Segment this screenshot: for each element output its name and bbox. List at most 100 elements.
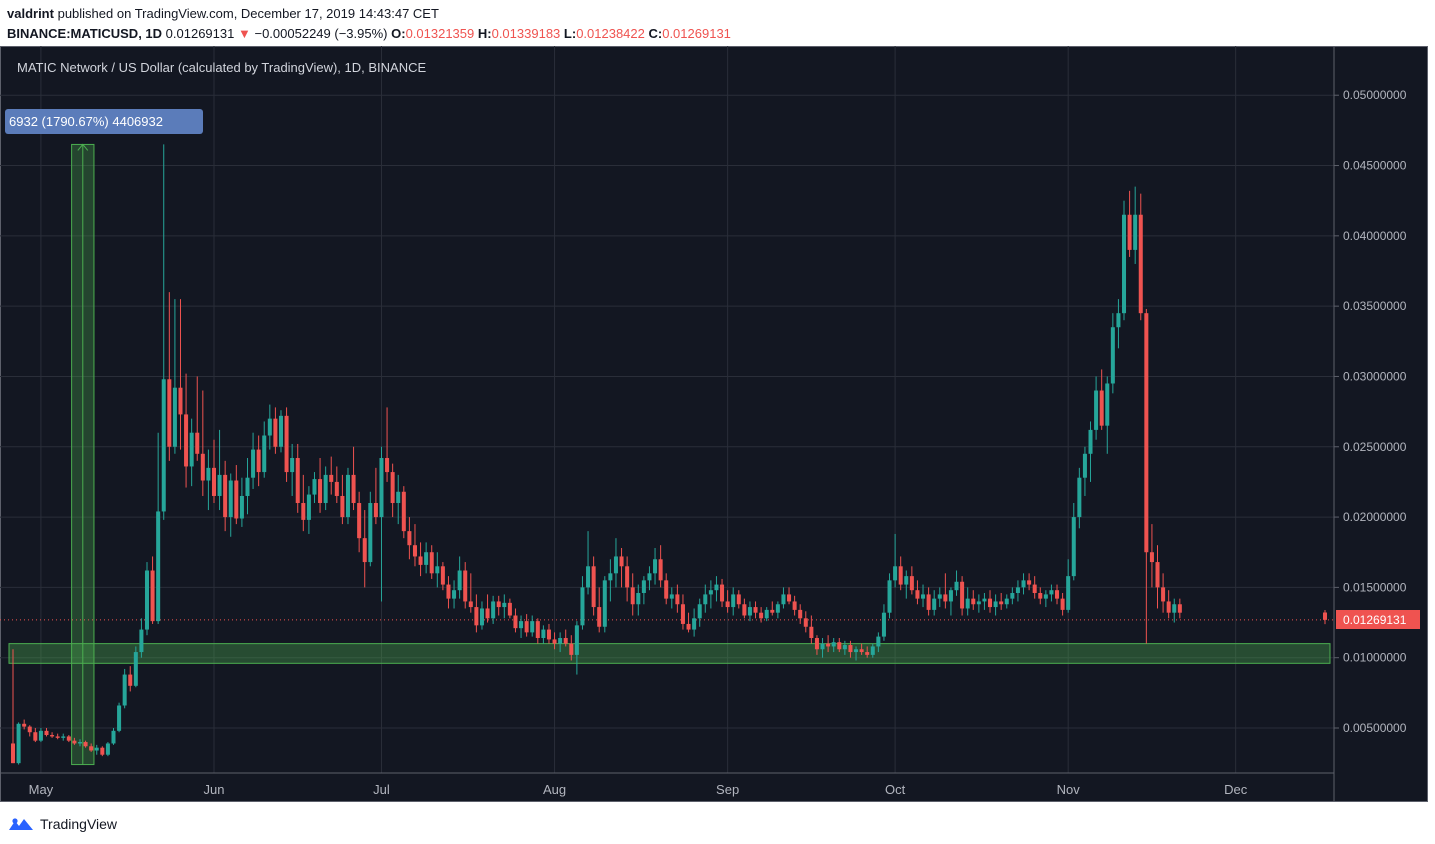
- candle-body: [479, 608, 484, 626]
- candle-body: [1015, 587, 1020, 594]
- candle-body: [675, 594, 680, 605]
- candle-body: [881, 612, 886, 637]
- close-value: 0.01269131: [662, 26, 731, 41]
- candle-body: [826, 643, 831, 647]
- candle-body: [284, 415, 289, 473]
- price-change: −0.00052249 (−3.95%): [254, 26, 388, 41]
- candle-body: [781, 594, 786, 605]
- candle-body: [1110, 327, 1115, 384]
- measure-label[interactable]: 6932 (1790.67%) 4406932: [5, 109, 203, 134]
- candle-body: [1127, 214, 1132, 250]
- candle-body: [988, 598, 993, 608]
- candle-body: [1144, 313, 1149, 553]
- axes: 0.00500000 0.01000000 0.01500000 0.02000000…: [29, 88, 1407, 797]
- candle-body: [541, 629, 546, 639]
- x-tick-label: Jun: [204, 782, 225, 797]
- drawings: [0, 143, 1334, 766]
- candle-body: [658, 559, 663, 581]
- candle-body: [172, 387, 177, 447]
- candle-body: [686, 623, 691, 630]
- candle-body: [764, 609, 769, 619]
- candle-body: [708, 590, 713, 595]
- candle-body: [223, 474, 228, 518]
- candle-body: [122, 674, 127, 706]
- candle-body: [161, 379, 166, 512]
- candle-body: [842, 645, 847, 650]
- y-tick-label: 0.02500000: [1343, 440, 1407, 454]
- candle-body: [870, 646, 875, 655]
- brand-name[interactable]: TradingView: [40, 816, 118, 832]
- candle-body: [262, 435, 267, 473]
- candle-body: [407, 531, 412, 546]
- candle-body: [457, 570, 462, 591]
- candle-body: [452, 590, 457, 599]
- candle-body: [33, 732, 38, 741]
- y-tick-label: 0.04500000: [1343, 159, 1407, 173]
- candle-body: [898, 566, 903, 585]
- candle-body: [1049, 590, 1054, 595]
- candle-body: [94, 747, 99, 751]
- candle-body: [921, 594, 926, 599]
- candle-body: [128, 674, 133, 686]
- candle-body: [44, 730, 49, 736]
- candle-body: [1004, 598, 1009, 605]
- candle-body: [641, 580, 646, 594]
- candle-body: [133, 652, 138, 686]
- candle-body: [61, 736, 66, 738]
- candle-body: [16, 723, 21, 764]
- publisher-name[interactable]: valdrint: [7, 6, 54, 21]
- symbol-label: BINANCE:MATICUSD, 1D: [7, 26, 163, 41]
- candle-body: [301, 503, 306, 520]
- candle-body: [468, 601, 473, 608]
- candle-body: [960, 581, 965, 609]
- candle-body: [876, 636, 881, 647]
- candle-body: [234, 480, 239, 519]
- candle-body: [474, 607, 479, 626]
- current-price-badge-bg: [1336, 610, 1420, 629]
- candle-body: [535, 621, 540, 639]
- candlesticks[interactable]: [10, 144, 1328, 765]
- candle-body: [1322, 612, 1328, 620]
- support-zone: [8, 643, 1331, 664]
- chart-title: MATIC Network / US Dollar (calculated by…: [17, 60, 426, 75]
- candle-body: [1043, 594, 1048, 599]
- high-label: H:: [477, 26, 492, 41]
- candle-body: [680, 604, 685, 624]
- candle-body: [893, 566, 898, 581]
- y-tick-label: 0.05000000: [1343, 88, 1407, 102]
- candle-body: [714, 584, 719, 591]
- tradingview-logo-icon[interactable]: [8, 816, 34, 832]
- candle-body: [206, 467, 211, 481]
- candle-body: [429, 552, 434, 574]
- candle-body: [507, 602, 512, 616]
- candle-body: [887, 580, 892, 613]
- candle-body: [139, 629, 144, 653]
- candle-body: [831, 642, 836, 647]
- candle-body: [597, 607, 602, 627]
- candle-body: [50, 735, 55, 737]
- candle-body: [256, 449, 261, 473]
- candle-body: [435, 566, 440, 574]
- candle-body: [546, 629, 551, 640]
- x-tick-label: May: [29, 782, 54, 797]
- candle-body: [200, 453, 205, 481]
- candle-body: [100, 747, 105, 755]
- candle-body: [569, 643, 574, 655]
- grid-lines: [0, 46, 1334, 773]
- candle-body: [424, 552, 429, 565]
- candle-body: [697, 604, 702, 619]
- candle-body: [809, 626, 814, 639]
- candle-body: [753, 607, 758, 613]
- candle-body: [340, 495, 345, 518]
- candle-body: [904, 576, 909, 585]
- low-label: L:: [563, 26, 577, 41]
- candle-body: [38, 730, 43, 741]
- candle-body: [792, 601, 797, 610]
- candle-body: [22, 723, 27, 727]
- candle-body: [1060, 598, 1065, 610]
- low-value: 0.01238422: [576, 26, 645, 41]
- candle-body: [519, 621, 524, 629]
- chart-frame: [0, 46, 1428, 802]
- candle-body: [66, 736, 71, 741]
- price-chart[interactable]: 0.00500000 0.01000000 0.01500000 0.02000000…: [0, 46, 1428, 802]
